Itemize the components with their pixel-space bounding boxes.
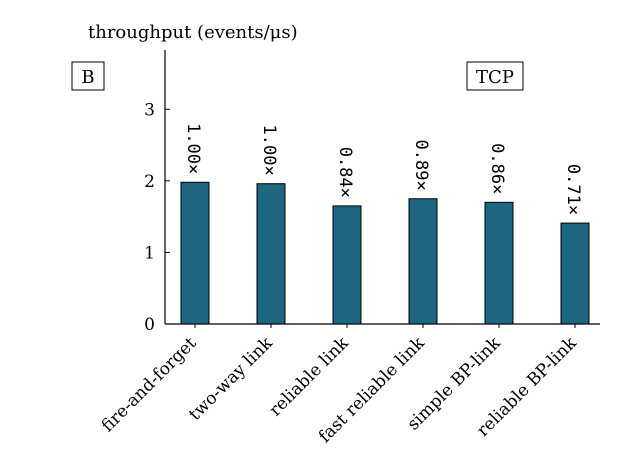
protocol-label-box: TCP [466,61,524,91]
bar [256,183,286,325]
axes: 0 1 2 3 [144,50,600,335]
bar [180,181,210,325]
bar-value-label: 0.86× [487,143,507,194]
bar-value-label: 0.84× [335,147,355,198]
bar [560,222,590,325]
y-tick-label: 0 [144,315,155,335]
y-tick-label: 3 [144,100,155,120]
y-axis-label: throughput (events/μs) [88,22,298,43]
bar [484,201,514,325]
protocol-label-frame [466,61,524,91]
panel-label-frame [71,61,105,91]
panel-label-box: B [71,61,105,91]
protocol-label: TCP [476,67,514,88]
bar-value-label: 1.00× [259,125,279,176]
panel-label: B [81,67,94,88]
x-tick-label: fire-and-forget [98,333,201,436]
bar [408,198,438,325]
bar [332,205,362,325]
bar-value-label: 1.00× [183,123,203,174]
y-tick-label: 2 [144,172,155,192]
y-tick-label: 1 [144,243,155,263]
bars [180,181,590,325]
bar-value-label: 0.71× [563,164,583,215]
bar-value-label: 0.89× [411,140,431,191]
